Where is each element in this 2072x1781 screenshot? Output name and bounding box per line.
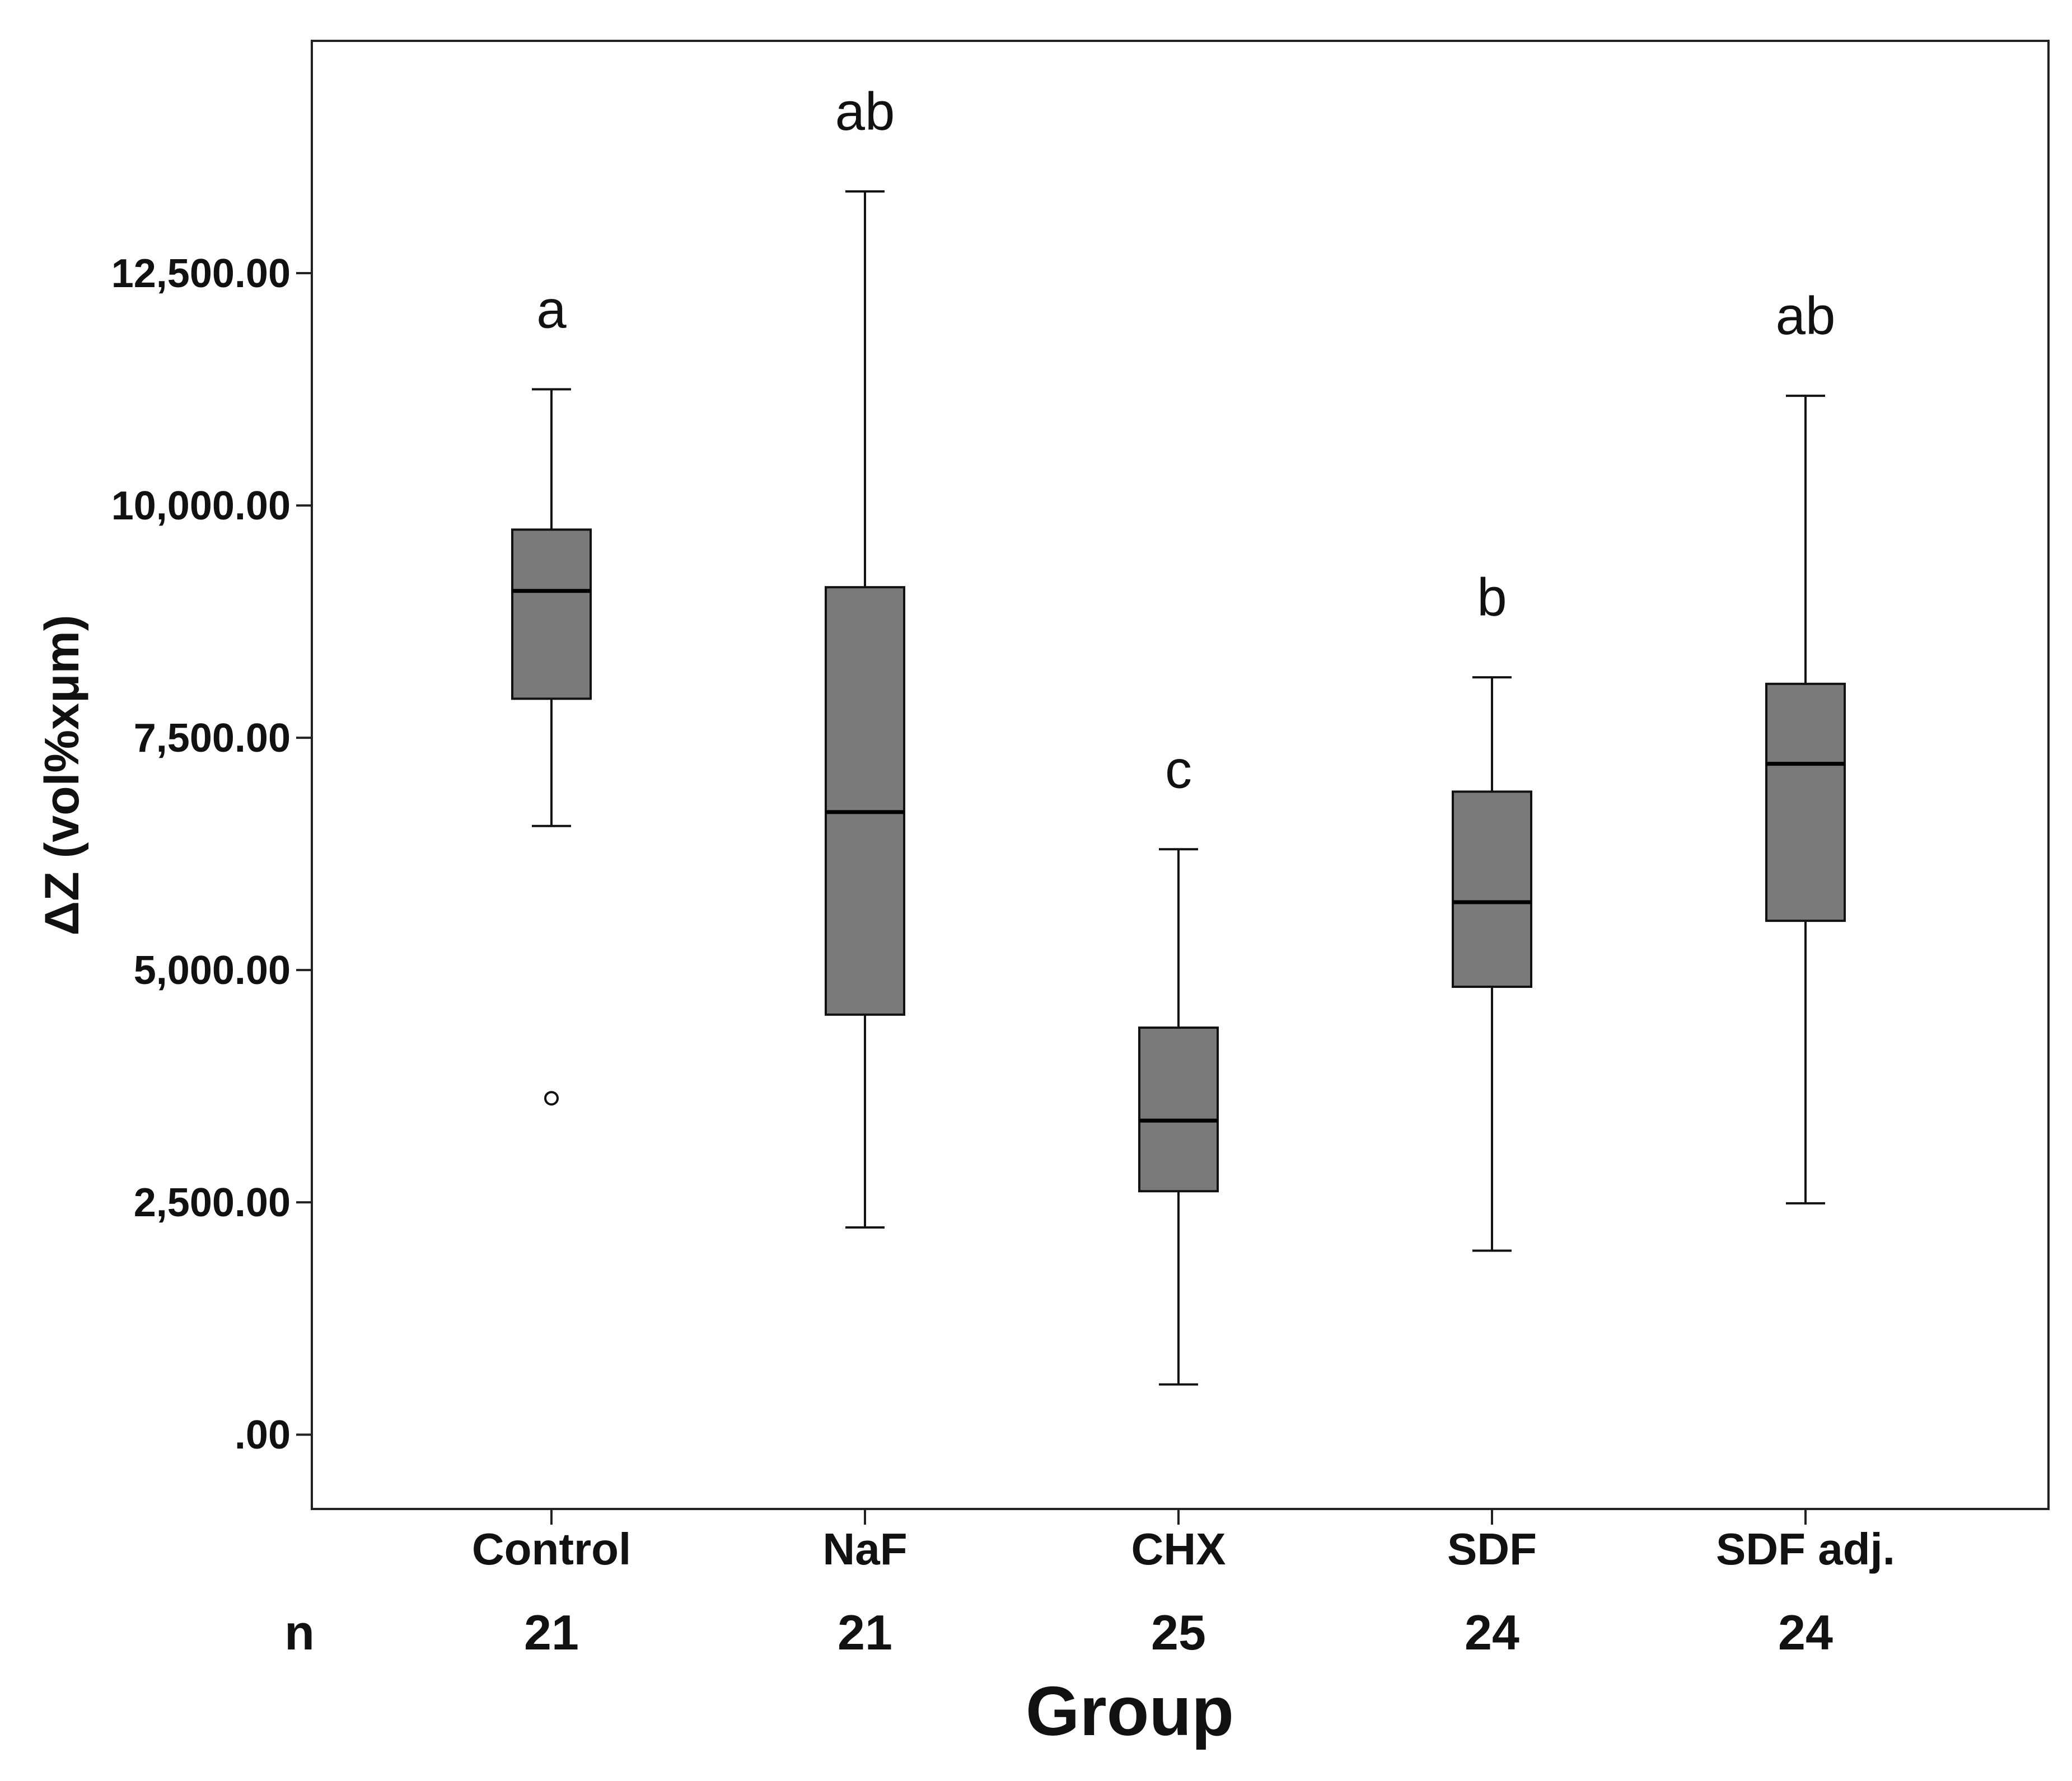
y-tick-label: 5,000.00 bbox=[134, 948, 291, 993]
iqr-box bbox=[1138, 1027, 1219, 1193]
y-tick-label: .00 bbox=[235, 1413, 291, 1457]
x-axis-title: Group bbox=[1026, 1673, 1234, 1750]
significance-letters: a ab c b ab bbox=[536, 82, 1835, 799]
n-header-label: n bbox=[284, 1605, 315, 1660]
plot-frame bbox=[311, 40, 2050, 1510]
y-tick-label: 12,500.00 bbox=[111, 251, 291, 296]
x-category-label: SDF bbox=[1447, 1524, 1537, 1574]
iqr-box bbox=[1452, 790, 1532, 988]
y-tick-label: 7,500.00 bbox=[134, 716, 291, 761]
sample-size-label: 24 bbox=[1778, 1605, 1833, 1660]
sample-size-label: 24 bbox=[1465, 1605, 1519, 1660]
iqr-box bbox=[1765, 682, 1846, 922]
y-axis-title: ΔZ (vol%xμm) bbox=[35, 615, 89, 935]
sample-size-label: 21 bbox=[524, 1605, 579, 1660]
significance-letter: a bbox=[536, 280, 567, 340]
significance-letter: ab bbox=[1776, 286, 1836, 346]
boxes bbox=[511, 190, 1846, 1386]
x-axis: Control 21 NaF 21 CHX 25 SDF 24 SDF adj. 24 bbox=[472, 1509, 1895, 1660]
sample-size-label: 25 bbox=[1151, 1605, 1206, 1660]
x-category-label: NaF bbox=[822, 1524, 907, 1574]
x-category-label: Control bbox=[472, 1524, 631, 1574]
outlier-point bbox=[544, 1091, 559, 1106]
significance-letter: ab bbox=[835, 82, 895, 142]
iqr-box bbox=[511, 528, 592, 700]
x-category-label: SDF adj. bbox=[1716, 1524, 1895, 1574]
y-axis: .00 2,500.00 5,000.00 7,500.00 10,000.00 12,5… bbox=[111, 251, 312, 1457]
y-tick-label: 2,500.00 bbox=[134, 1180, 291, 1225]
significance-letter: c bbox=[1165, 739, 1192, 799]
x-category-label: CHX bbox=[1131, 1524, 1226, 1574]
sample-size-label: 21 bbox=[838, 1605, 892, 1660]
significance-letter: b bbox=[1477, 568, 1507, 627]
y-tick-label: 10,000.00 bbox=[111, 484, 291, 528]
iqr-box bbox=[825, 586, 905, 1016]
